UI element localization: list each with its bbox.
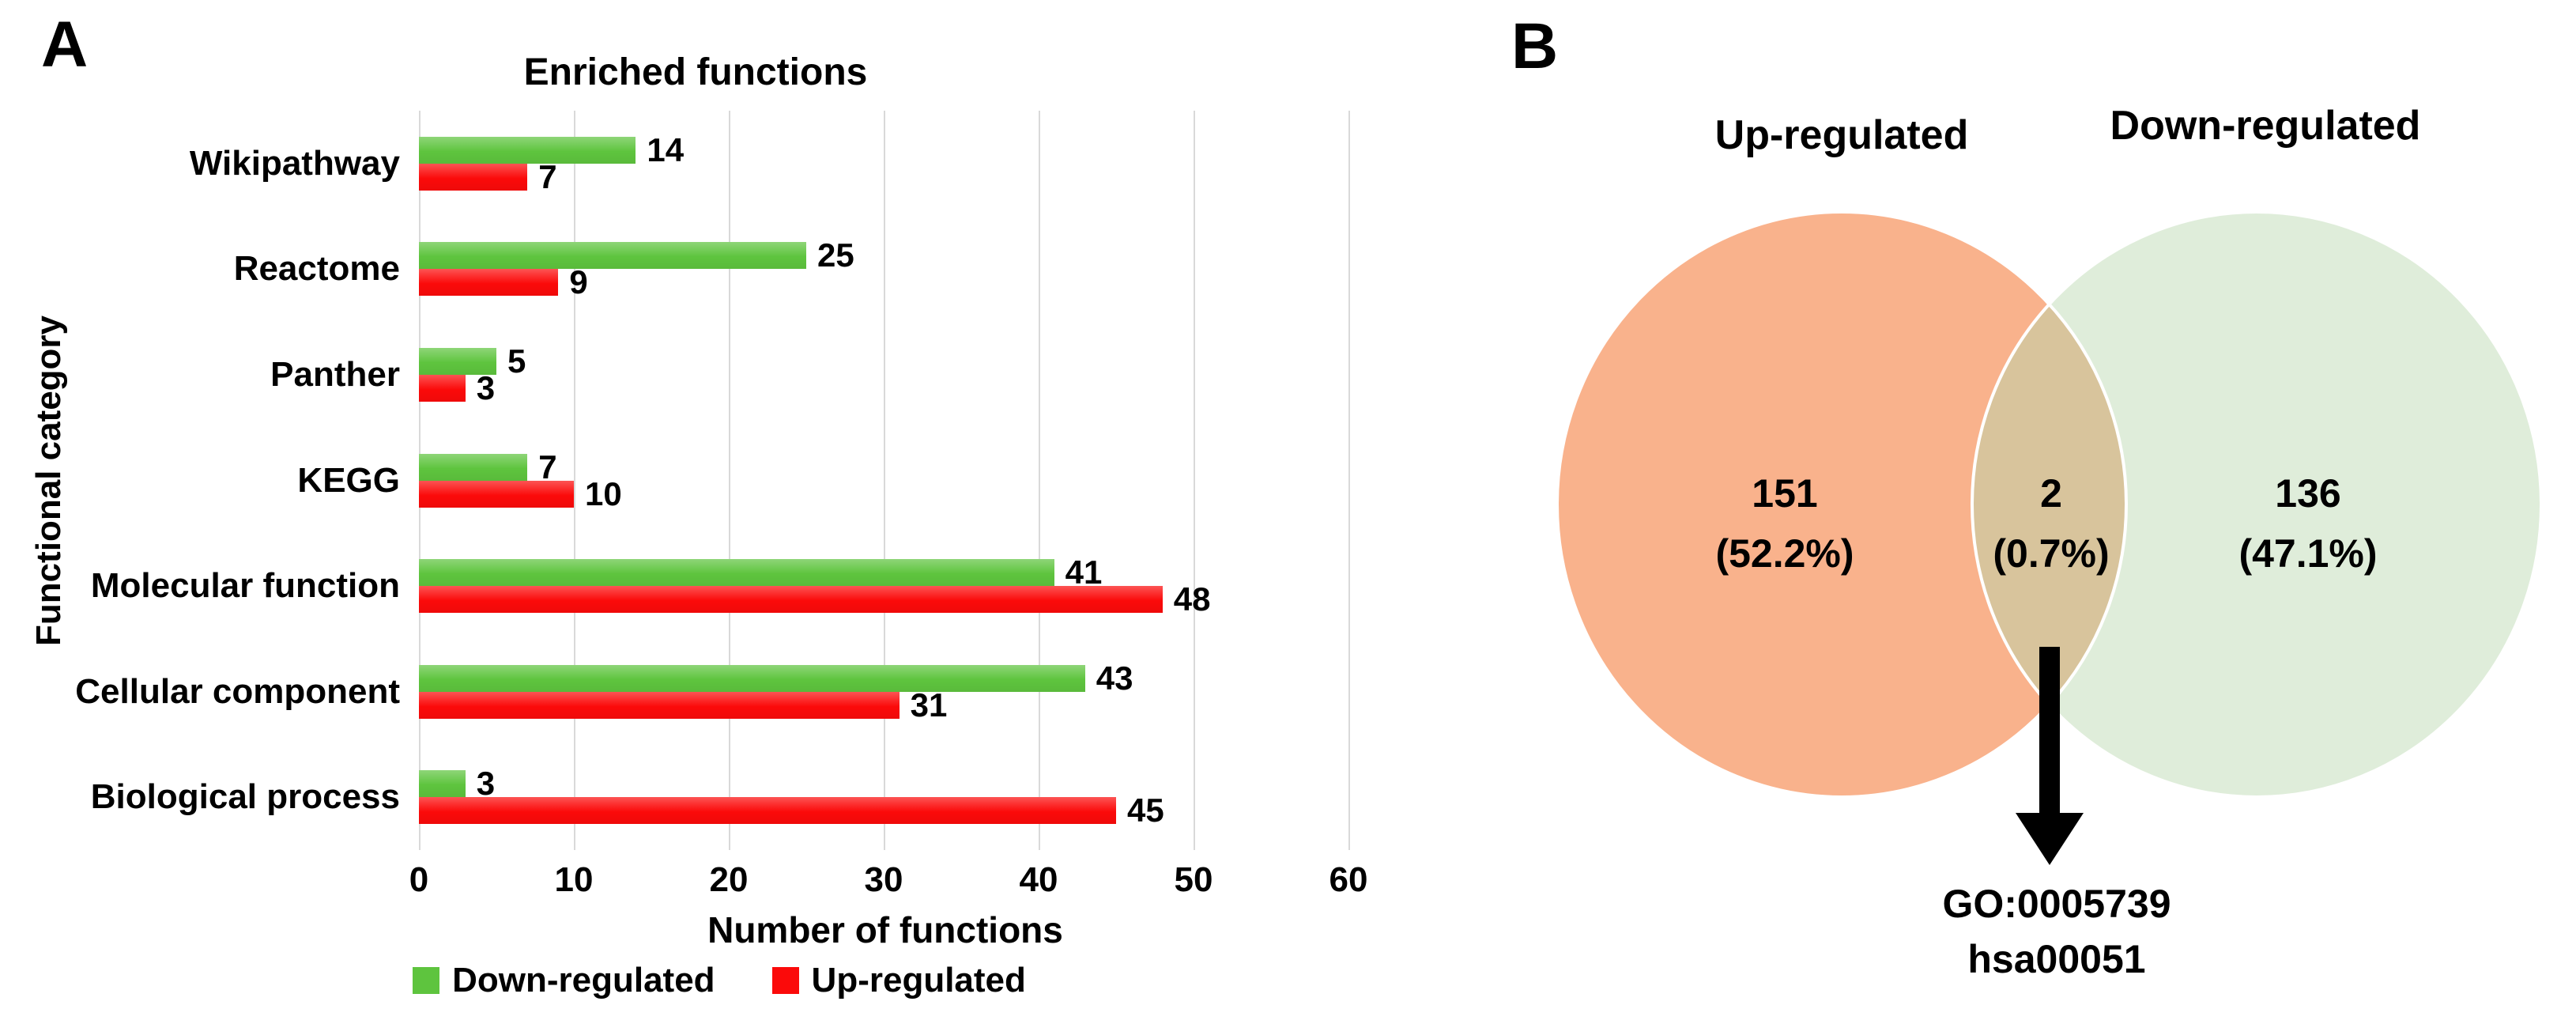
venn-right-percent: (47.1%) (2238, 531, 2378, 576)
venn-right-outline (1971, 210, 2543, 799)
legend-swatch-icon (771, 967, 799, 994)
legend-swatch-icon (413, 967, 440, 994)
bar-down-regulated-wikipathway (419, 136, 636, 164)
bar-down-regulated-cellular-component (419, 664, 1085, 692)
bar-value-label: 14 (647, 130, 685, 168)
x-tick-label: 60 (1329, 860, 1368, 899)
bar-value-label: 3 (476, 368, 496, 406)
bar-up-regulated-biological-process (419, 797, 1116, 825)
x-tick-label: 30 (864, 860, 903, 899)
plot-area: 14 7 25 9 5 3 7 10 41 48 43 31 3 45 (419, 111, 1415, 850)
bar-down-regulated-kegg (419, 453, 528, 481)
x-tick-label: 40 (1019, 860, 1058, 899)
chart-title: Enriched functions (523, 51, 868, 93)
bar-up-regulated-molecular-function (419, 586, 1163, 614)
category-axis: Wikipathway Reactome Panther KEGG Molecular … (0, 111, 400, 850)
bar-down-regulated-panther (419, 347, 496, 375)
category-label-reactome: Reactome (233, 249, 400, 289)
bar-value-label: 43 (1096, 659, 1133, 697)
bar-up-regulated-reactome (419, 269, 559, 297)
panel-a-label: A (41, 9, 89, 81)
venn-overlap-counts: 2 (0.7%) (1933, 463, 2170, 584)
venn-right-title: Down-regulated (2110, 103, 2421, 149)
venn-left-percent: (52.2%) (1715, 531, 1854, 576)
bar-value-label: 5 (507, 342, 526, 380)
x-tick-label: 0 (409, 860, 429, 899)
venn-right-counts: 136 (47.1%) (2150, 463, 2466, 584)
gridline-x-60 (1348, 111, 1350, 850)
venn-annotation-line1: GO:0005739 (1942, 882, 2171, 926)
panel-a: A Enriched functions Functional category… (0, 9, 1462, 999)
venn-overlap-count: 2 (2040, 471, 2062, 516)
bar-up-regulated-cellular-component (419, 691, 900, 719)
x-tick-label: 20 (709, 860, 749, 899)
bar-up-regulated-kegg (419, 480, 574, 508)
x-axis-label: Number of functions (707, 909, 1063, 950)
bar-down-regulated-reactome (419, 242, 806, 270)
venn-left-title: Up-regulated (1714, 112, 1969, 158)
gridline-x-50 (1194, 111, 1195, 850)
category-label-cellular-component: Cellular component (75, 671, 400, 711)
bar-value-label: 9 (569, 263, 588, 301)
bar-down-regulated-molecular-function (419, 559, 1054, 587)
venn-left-counts: 151 (52.2%) (1627, 463, 1943, 584)
venn-diagram (1556, 210, 2543, 865)
gridline-x-10 (574, 111, 575, 850)
gridline-x-40 (1039, 111, 1040, 850)
arrow-down-icon (2016, 647, 2084, 865)
bar-value-label: 48 (1173, 580, 1211, 618)
venn-left-outline (1556, 210, 2128, 799)
gridline-x-20 (729, 111, 730, 850)
bar-value-label: 31 (910, 686, 948, 724)
x-tick-label: 10 (554, 860, 594, 899)
bar-down-regulated-biological-process (419, 770, 466, 798)
category-label-panther: Panther (270, 354, 400, 394)
panel-b: B Up-regulated Down-regulated 151 (52.2%… (1462, 0, 2576, 1024)
bar-value-label: 41 (1065, 554, 1103, 591)
legend-item-down-regulated: Down-regulated (413, 962, 715, 999)
venn-annotation: GO:0005739 hsa00051 (1820, 876, 2294, 987)
x-tick-label: 50 (1174, 860, 1213, 899)
category-label-biological-process: Biological process (90, 777, 400, 817)
venn-right-circle (1972, 212, 2541, 797)
category-label-wikipathway: Wikipathway (189, 143, 400, 183)
x-axis-ticks: 0 10 20 30 40 50 60 (0, 860, 1462, 908)
bar-value-label: 7 (538, 448, 557, 486)
venn-left-count: 151 (1752, 471, 1818, 516)
category-label-molecular-function: Molecular function (90, 566, 400, 606)
venn-left-circle (1557, 212, 2126, 797)
panel-b-label: B (1511, 10, 1560, 82)
bar-up-regulated-panther (419, 374, 466, 402)
venn-right-count: 136 (2275, 471, 2341, 516)
legend: Down-regulated Up-regulated (332, 962, 1107, 999)
venn-annotation-line2: hsa00051 (1967, 937, 2146, 981)
bar-value-label: 10 (585, 474, 622, 512)
bar-value-label: 45 (1127, 792, 1164, 829)
legend-label: Down-regulated (452, 961, 715, 999)
bar-value-label: 7 (538, 157, 557, 195)
legend-label: Up-regulated (811, 961, 1026, 999)
legend-item-up-regulated: Up-regulated (771, 961, 1026, 999)
bar-value-label: 25 (817, 236, 854, 274)
category-label-kegg: KEGG (297, 460, 400, 500)
gridline-x-30 (884, 111, 885, 850)
bar-up-regulated-wikipathway (419, 163, 528, 191)
bar-value-label: 3 (476, 765, 496, 803)
venn-overlap-percent: (0.7%) (1993, 531, 2110, 576)
